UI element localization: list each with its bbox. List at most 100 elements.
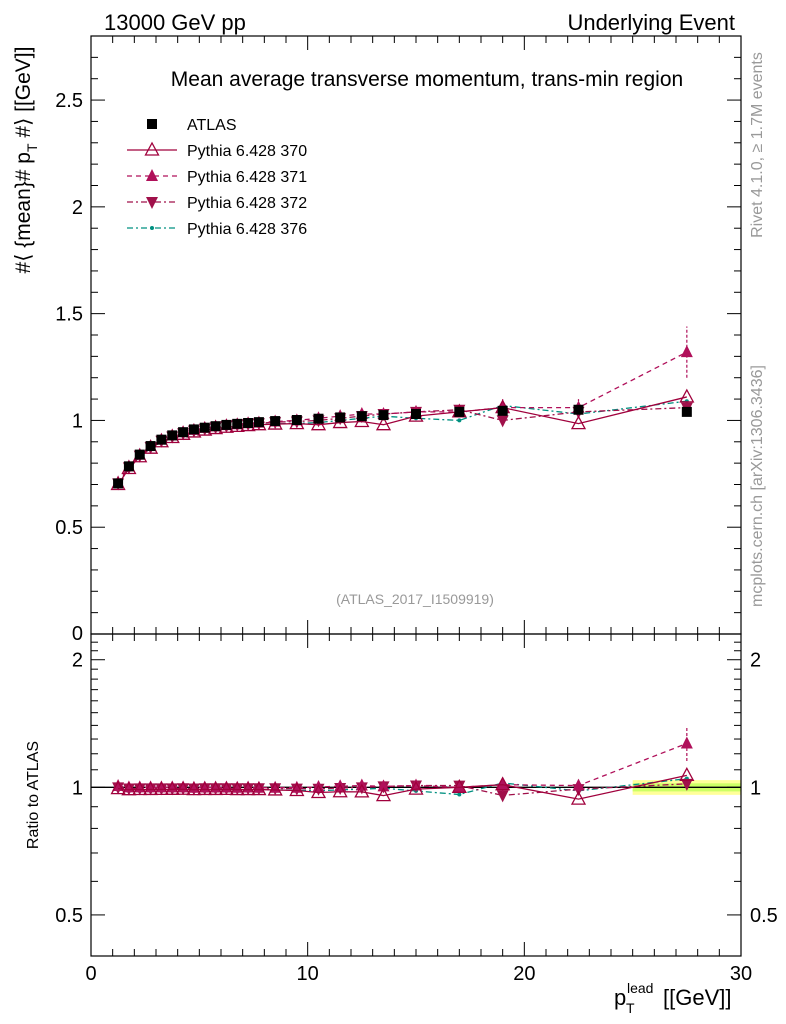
data-point (335, 412, 346, 423)
ratio-point (218, 781, 235, 796)
ratio-point (570, 790, 587, 805)
series-line-main (117, 400, 687, 485)
data-point (167, 430, 178, 441)
series-line-ratio (118, 742, 688, 789)
y-tick-label: 1.5 (55, 304, 83, 326)
data-point (570, 415, 587, 430)
data-point (496, 415, 509, 428)
data-point (243, 417, 254, 428)
ratio-point (408, 780, 424, 795)
data-point (356, 411, 367, 422)
legend-marker (146, 169, 158, 181)
mcplots-label: mcplots.cern.ch [arXiv:1306.3436] (749, 365, 766, 607)
ratio-y-tick-label: 2 (72, 650, 83, 672)
main-y-axis-title: #⟨ {mean}# pT #⟩ [[GeV]] (12, 47, 40, 274)
data-point (375, 416, 392, 431)
legend-label: Pythia 6.428 371 (187, 169, 307, 186)
svg-text:p: p (614, 985, 626, 1010)
data-point (681, 406, 692, 417)
ratio-y-tick-label: 0.5 (55, 905, 83, 927)
ratio-y-tick-label-right: 2 (750, 650, 761, 672)
ratio-point (153, 780, 170, 796)
legend-label: Pythia 6.428 376 (187, 221, 307, 238)
ratio-point (207, 781, 224, 796)
y-tick-label: 2 (72, 197, 83, 219)
data-point (454, 406, 465, 417)
data-point (210, 421, 221, 432)
legend-label: Pythia 6.428 370 (187, 143, 307, 160)
data-point (253, 417, 264, 428)
ratio-point (289, 782, 305, 797)
ratio-point (496, 777, 509, 790)
ratio-point (496, 790, 509, 803)
ratio-point (142, 781, 159, 796)
ratio-point (354, 783, 370, 798)
legend-label: ATLAS (187, 117, 237, 134)
legend-marker (146, 197, 158, 209)
ratio-point (572, 778, 585, 791)
ratio-point (175, 780, 191, 795)
legend-marker (147, 119, 157, 129)
chart-title: Mean average transverse momentum, trans-… (171, 68, 683, 91)
ratio-y-tick-label-right: 0.5 (750, 905, 778, 927)
data-point (199, 422, 210, 433)
ratio-point (453, 780, 466, 793)
data-point (411, 409, 421, 420)
ratio-point (121, 781, 137, 796)
svg-text:T: T (626, 1000, 635, 1016)
data-point (221, 419, 232, 430)
y-tick-label: 0.5 (55, 517, 83, 539)
x-tick-label: 0 (85, 963, 96, 985)
ratio-point (267, 781, 283, 796)
ratio-point (110, 780, 126, 795)
ratio-y-axis-title: Ratio to ATLAS (25, 741, 42, 849)
data-point (188, 424, 199, 435)
data-point (178, 427, 189, 438)
ratio-point (229, 781, 245, 796)
ratio-point (251, 781, 267, 796)
data-point (134, 449, 145, 460)
series-line-main (117, 396, 687, 485)
x-tick-label: 30 (730, 963, 752, 985)
ratio-point (132, 781, 148, 796)
data-point (573, 404, 584, 415)
ratio-point (451, 778, 467, 793)
x-tick-label: 10 (297, 963, 319, 985)
x-ticks (90, 36, 742, 956)
ratio-point (164, 780, 180, 795)
data-point (679, 388, 695, 403)
data-point (232, 418, 243, 429)
ratio-point (679, 766, 695, 781)
x-axis-title: p T lead [[GeV]] (614, 980, 731, 1016)
data-point (457, 418, 462, 423)
rivet-label: Rivet 4.1.0, ≥ 1.7M events (749, 52, 766, 238)
data-point (113, 478, 124, 489)
header-left: 13000 GeV pp (104, 10, 246, 35)
ratio-point (457, 792, 462, 797)
data-point (291, 415, 302, 426)
ratio-point (186, 781, 202, 796)
y-tick-label: 1 (72, 410, 83, 432)
ratio-point (240, 781, 256, 796)
svg-text:#⟨ {mean}# pT #⟩ [[GeV]]: #⟨ {mean}# pT #⟩ [[GeV]] (12, 47, 40, 274)
data-point (680, 345, 693, 358)
ratio-point (375, 787, 392, 802)
data-point (145, 441, 156, 452)
ratio-point (332, 783, 348, 798)
data-point (156, 434, 167, 445)
series-0 (113, 404, 692, 489)
ratio-point (495, 776, 511, 791)
data-point (123, 461, 134, 472)
legend: ATLAS Pythia 6.428 370 Pythia 6.428 371 Pyt… (127, 117, 307, 238)
y-tick-label: 0 (72, 623, 83, 645)
ratio-point (680, 736, 693, 749)
header-right: Underlying Event (567, 10, 735, 35)
ratio-y-tick-label-right: 1 (750, 777, 761, 799)
ratio-point (310, 784, 327, 799)
ratio-point (377, 779, 390, 792)
series-line-ratio (118, 774, 687, 800)
ratio-y-ticks (91, 633, 741, 916)
data-point (313, 413, 324, 424)
legend-marker (150, 226, 154, 230)
svg-text:lead: lead (627, 980, 653, 996)
